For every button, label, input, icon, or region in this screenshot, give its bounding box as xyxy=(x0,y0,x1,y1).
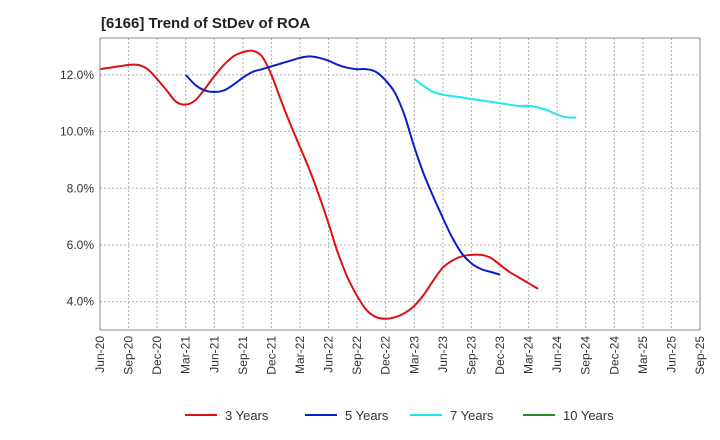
x-tick-label: Mar-21 xyxy=(179,336,193,374)
x-tick-label: Dec-20 xyxy=(150,336,164,375)
x-tick-label: Jun-22 xyxy=(322,336,336,373)
x-tick-label: Mar-23 xyxy=(407,336,421,374)
grid-lines xyxy=(100,38,700,330)
x-tick-label: Mar-25 xyxy=(636,336,650,374)
x-tick-label: Mar-24 xyxy=(522,336,536,374)
x-tick-label: Sep-22 xyxy=(350,336,364,375)
x-axis-ticks: Jun-20 Sep-20 Dec-20 Mar-21 Jun-21 Sep-21 Dec-… xyxy=(93,336,707,375)
x-tick-label: Jun-24 xyxy=(550,336,564,373)
y-tick-label: 8.0% xyxy=(67,181,95,195)
x-tick-label: Dec-24 xyxy=(607,336,621,375)
x-tick-label: Jun-23 xyxy=(436,336,450,373)
series-line-2 xyxy=(184,55,501,276)
series-line-3 xyxy=(413,78,577,119)
y-axis-ticks: 4.0% 6.0% 8.0% 10.0% 12.0% xyxy=(60,68,94,309)
series-lines xyxy=(99,49,577,320)
legend-label: 5 Years xyxy=(345,408,389,423)
y-tick-label: 6.0% xyxy=(67,238,95,252)
x-tick-label: Jun-21 xyxy=(207,336,221,373)
legend-label: 3 Years xyxy=(225,408,269,423)
plot-border xyxy=(99,37,701,331)
x-tick-label: Sep-20 xyxy=(122,336,136,375)
x-tick-label: Sep-23 xyxy=(464,336,478,375)
y-tick-label: 4.0% xyxy=(67,295,95,309)
y-tick-label: 10.0% xyxy=(60,125,94,139)
x-tick-label: Dec-23 xyxy=(493,336,507,375)
y-tick-label: 12.0% xyxy=(60,68,94,82)
legend: 3 Years 5 Years 7 Years 10 Years xyxy=(185,408,614,423)
x-tick-label: Sep-25 xyxy=(693,336,707,375)
legend-label: 10 Years xyxy=(563,408,614,423)
x-tick-label: Sep-24 xyxy=(579,336,593,375)
x-tick-label: Dec-21 xyxy=(264,336,278,375)
x-tick-label: Jun-25 xyxy=(664,336,678,373)
chart-title: [6166] Trend of StDev of ROA xyxy=(101,15,311,32)
x-tick-label: Jun-20 xyxy=(93,336,107,373)
x-tick-label: Mar-22 xyxy=(293,336,307,374)
legend-label: 7 Years xyxy=(450,408,494,423)
plot-area xyxy=(100,38,700,330)
x-tick-label: Dec-22 xyxy=(379,336,393,375)
x-tick-label: Sep-21 xyxy=(236,336,250,375)
